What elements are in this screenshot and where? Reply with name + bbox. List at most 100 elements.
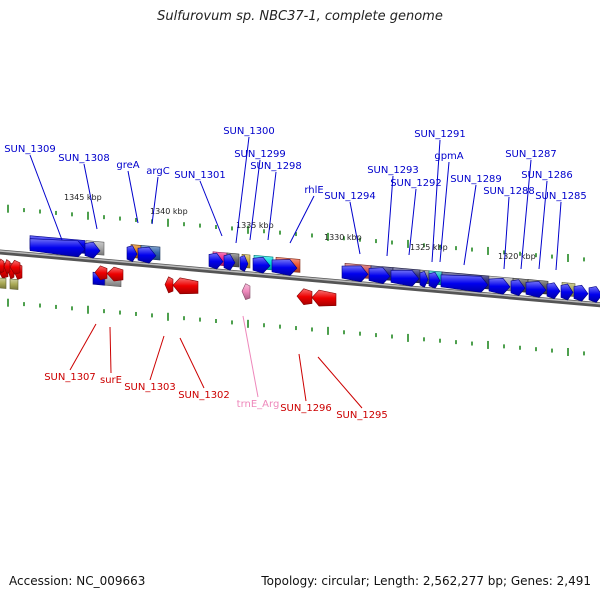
gene-label: gpmA xyxy=(434,151,463,162)
callout-line xyxy=(151,176,159,225)
callout-line xyxy=(235,136,250,244)
callout-line xyxy=(439,161,450,263)
callout-line xyxy=(267,171,277,241)
gene-label: SUN_1293 xyxy=(367,165,419,176)
gene-label: SUN_1300 xyxy=(223,126,275,137)
callout-line xyxy=(503,196,510,270)
gene-label: SUN_1296 xyxy=(280,403,332,414)
gene-label: SUN_1288 xyxy=(483,186,535,197)
scale-label: 1330 kbp xyxy=(324,233,362,242)
gene-label: SUN_1301 xyxy=(174,170,226,181)
backbone-line xyxy=(0,249,600,308)
callout-line xyxy=(179,337,205,389)
callout-line xyxy=(29,154,63,241)
gene-label: SUN_1308 xyxy=(58,153,110,164)
callout-line xyxy=(520,159,532,270)
gene-forward xyxy=(488,277,511,295)
gene-reverse-small xyxy=(9,259,21,275)
gene-reverse xyxy=(241,283,251,300)
gene-forward xyxy=(239,255,249,272)
gene-forward xyxy=(223,253,236,271)
gene-label: surE xyxy=(100,375,122,386)
callout-line xyxy=(83,163,98,230)
callout-line xyxy=(555,201,562,271)
gene-forward xyxy=(84,241,101,259)
callout-line xyxy=(408,188,417,256)
gene-reverse xyxy=(296,288,313,306)
gene-reverse-small xyxy=(106,266,124,282)
gene-label: SUN_1309 xyxy=(4,144,56,155)
callout-line xyxy=(349,201,361,255)
gene-forward xyxy=(252,256,271,274)
accession-text: Accession: NC_009663 xyxy=(9,574,146,588)
callout-line xyxy=(249,159,261,241)
gene-label: SUN_1295 xyxy=(336,410,388,421)
gene-label: SUN_1291 xyxy=(414,129,466,140)
gene-reverse xyxy=(172,277,199,295)
gene-forward xyxy=(573,284,589,302)
gene-forward xyxy=(510,279,526,296)
gene-reverse xyxy=(311,289,337,307)
callout-line xyxy=(127,170,139,224)
gene-features xyxy=(0,235,600,307)
gene-label: SUN_1289 xyxy=(450,174,502,185)
gene-forward xyxy=(588,286,600,303)
callout-line xyxy=(386,175,394,257)
gene-label: SUN_1307 xyxy=(44,372,96,383)
gene-forward xyxy=(341,265,369,283)
gene-label: SUN_1286 xyxy=(521,170,573,181)
gene-label: SUN_1287 xyxy=(505,149,557,160)
callout-line xyxy=(298,353,307,402)
gene-forward xyxy=(440,274,489,293)
gene-reverse-small xyxy=(9,278,19,290)
callout-line xyxy=(538,180,548,270)
gene-forward xyxy=(208,252,224,270)
scale-label: 1320 kbp xyxy=(498,252,536,261)
gene-label: SUN_1292 xyxy=(390,178,442,189)
callout-line xyxy=(463,184,477,266)
gene-forward xyxy=(368,267,391,285)
backbone xyxy=(0,249,600,308)
gene-reverse xyxy=(164,276,174,294)
gene-forward xyxy=(126,245,138,263)
gene-forward xyxy=(271,259,298,276)
gene-label: greA xyxy=(116,160,139,171)
genome-title: Sulfurovum sp. NBC37-1, complete genome xyxy=(157,9,443,24)
callout-line xyxy=(109,326,112,374)
gene-label: SUN_1302 xyxy=(178,390,230,401)
callout-line xyxy=(69,323,97,371)
gene-label: trnE_Arg xyxy=(237,399,280,410)
scale-labels: 1345 kbp 1340 kbp 1335 kbp 1330 kbp 1325 kbp… xyxy=(64,193,536,261)
gene-label: rhlE xyxy=(304,185,323,196)
gene-label: SUN_1303 xyxy=(124,382,176,393)
gene-forward xyxy=(428,271,441,289)
gene-label: SUN_1299 xyxy=(234,149,286,160)
scale-label: 1340 kbp xyxy=(150,207,188,216)
gene-forward xyxy=(546,282,561,300)
callout-line xyxy=(317,356,363,409)
callout-line xyxy=(431,139,441,263)
scale-label: 1345 kbp xyxy=(64,193,102,202)
gene-label: SUN_1298 xyxy=(250,161,302,172)
gene-forward xyxy=(419,270,429,288)
scale-label: 1335 kbp xyxy=(236,221,274,230)
gene-forward xyxy=(560,283,574,301)
gene-forward xyxy=(29,238,86,258)
callout-line xyxy=(149,335,165,381)
gene-reverse-small xyxy=(0,258,5,274)
gene-forward xyxy=(390,269,420,287)
scale-label: 1325 kbp xyxy=(410,243,448,252)
backbone-highlight xyxy=(0,250,600,305)
gene-label: SUN_1285 xyxy=(535,191,587,202)
gene-forward xyxy=(137,246,157,264)
callout-line xyxy=(242,315,259,398)
callout-line xyxy=(199,180,223,237)
genome-summary-text: Topology: circular; Length: 2,562,277 bp… xyxy=(261,574,591,588)
gene-forward xyxy=(525,281,547,298)
gene-label: argC xyxy=(146,166,169,177)
callout-line xyxy=(289,195,315,244)
gene-reverse-small xyxy=(0,277,7,289)
gene-label: SUN_1294 xyxy=(324,191,376,202)
